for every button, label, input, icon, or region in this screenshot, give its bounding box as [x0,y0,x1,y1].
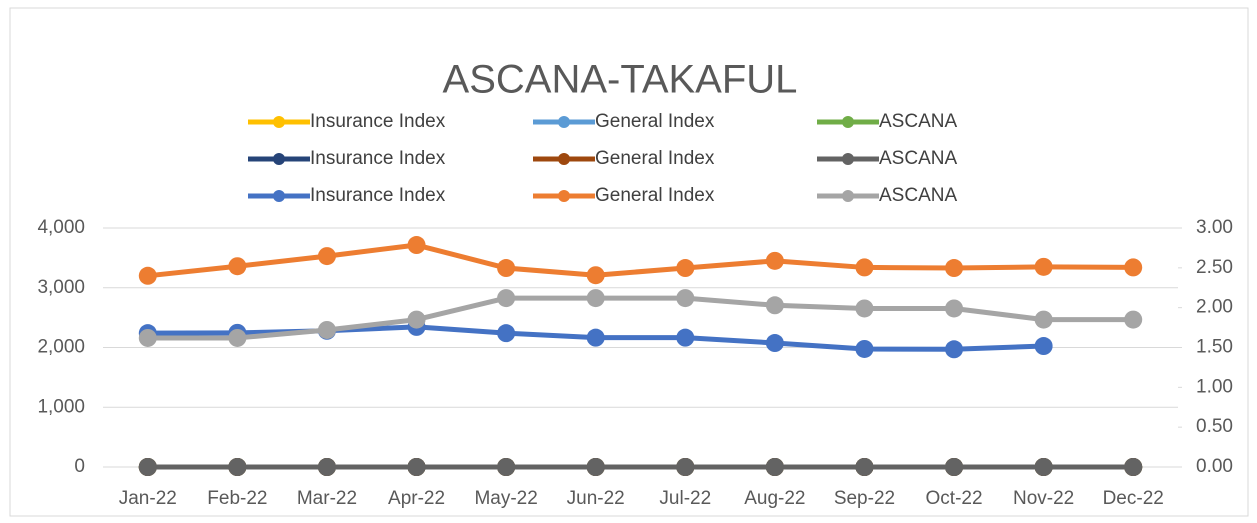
legend-marker [273,153,285,165]
series-line [147,242,1134,279]
point [765,296,784,315]
point [945,299,964,318]
y-tick-label: 3,000 [37,277,85,298]
y-tick-label: 2,000 [37,337,85,358]
point [138,328,157,347]
point [1124,310,1143,329]
point [228,257,247,276]
point [586,458,605,476]
y2-tick-label: 1.50 [1196,337,1233,358]
legend-marker [558,153,570,165]
point [945,340,964,359]
legend-marker [558,116,570,128]
point [676,259,695,278]
point [586,328,605,347]
legend-marker [558,190,570,202]
legend-marker [842,190,854,202]
point [855,458,874,476]
point [945,259,964,278]
legend-label: Insurance Index [310,111,446,132]
point [765,251,784,270]
point [855,258,874,277]
x-tick-label: Nov-22 [1013,488,1074,509]
point [497,259,516,278]
x-tick-label: Mar-22 [297,488,357,509]
y2-tick-label: 3.00 [1196,217,1233,238]
point [945,458,964,476]
point [407,458,426,476]
legend-marker [273,190,285,202]
x-tick-label: Apr-22 [388,488,445,509]
legend-label: General Index [595,185,715,206]
x-tick-label: Jun-22 [567,488,625,509]
y2-tick-label: 2.50 [1196,257,1233,278]
legend-marker [273,116,285,128]
point [317,458,336,476]
legend-marker [842,153,854,165]
x-tick-label: Feb-22 [207,488,267,509]
series-line [147,295,1134,341]
point [497,324,516,343]
x-tick-label: Jul-22 [659,488,711,509]
point [1034,310,1053,329]
point [676,289,695,308]
legend-label: Insurance Index [310,185,446,206]
point [676,458,695,476]
point [586,266,605,285]
legend-label: ASCANA [879,111,957,132]
x-tick-label: Aug-22 [744,488,805,509]
legend-label: ASCANA [879,148,957,169]
point [855,299,874,318]
point [855,339,874,358]
x-tick-label: Sep-22 [834,488,895,509]
point [138,266,157,285]
point [765,458,784,476]
point [407,236,426,255]
point [138,458,157,476]
chart-title: ASCANA-TAKAFUL [443,58,798,102]
point [407,310,426,329]
legend-label: General Index [595,111,715,132]
y-tick-label: 1,000 [37,396,85,417]
point [1124,258,1143,277]
point [1124,458,1143,476]
legend-marker [842,116,854,128]
y2-tick-label: 0.50 [1196,416,1233,437]
y-tick-label: 4,000 [37,217,85,238]
point [497,458,516,476]
point [1034,337,1053,356]
point [317,320,336,339]
point [317,247,336,266]
x-tick-label: Dec-22 [1103,488,1164,509]
point [1034,257,1053,276]
point [676,328,695,347]
legend-label: Insurance Index [310,148,446,169]
legend-label: General Index [595,148,715,169]
y2-tick-label: 0.00 [1196,456,1233,477]
legend-label: ASCANA [879,185,957,206]
point [765,334,784,353]
y2-tick-label: 1.00 [1196,376,1233,397]
y2-tick-label: 2.00 [1196,297,1233,318]
y-tick-label: 0 [74,456,85,477]
point [228,458,247,476]
point [497,289,516,308]
point [1034,458,1053,476]
point [586,289,605,308]
x-tick-label: Jan-22 [119,488,177,509]
x-tick-label: Oct-22 [926,488,983,509]
x-tick-label: May-22 [474,488,537,509]
point [228,328,247,347]
